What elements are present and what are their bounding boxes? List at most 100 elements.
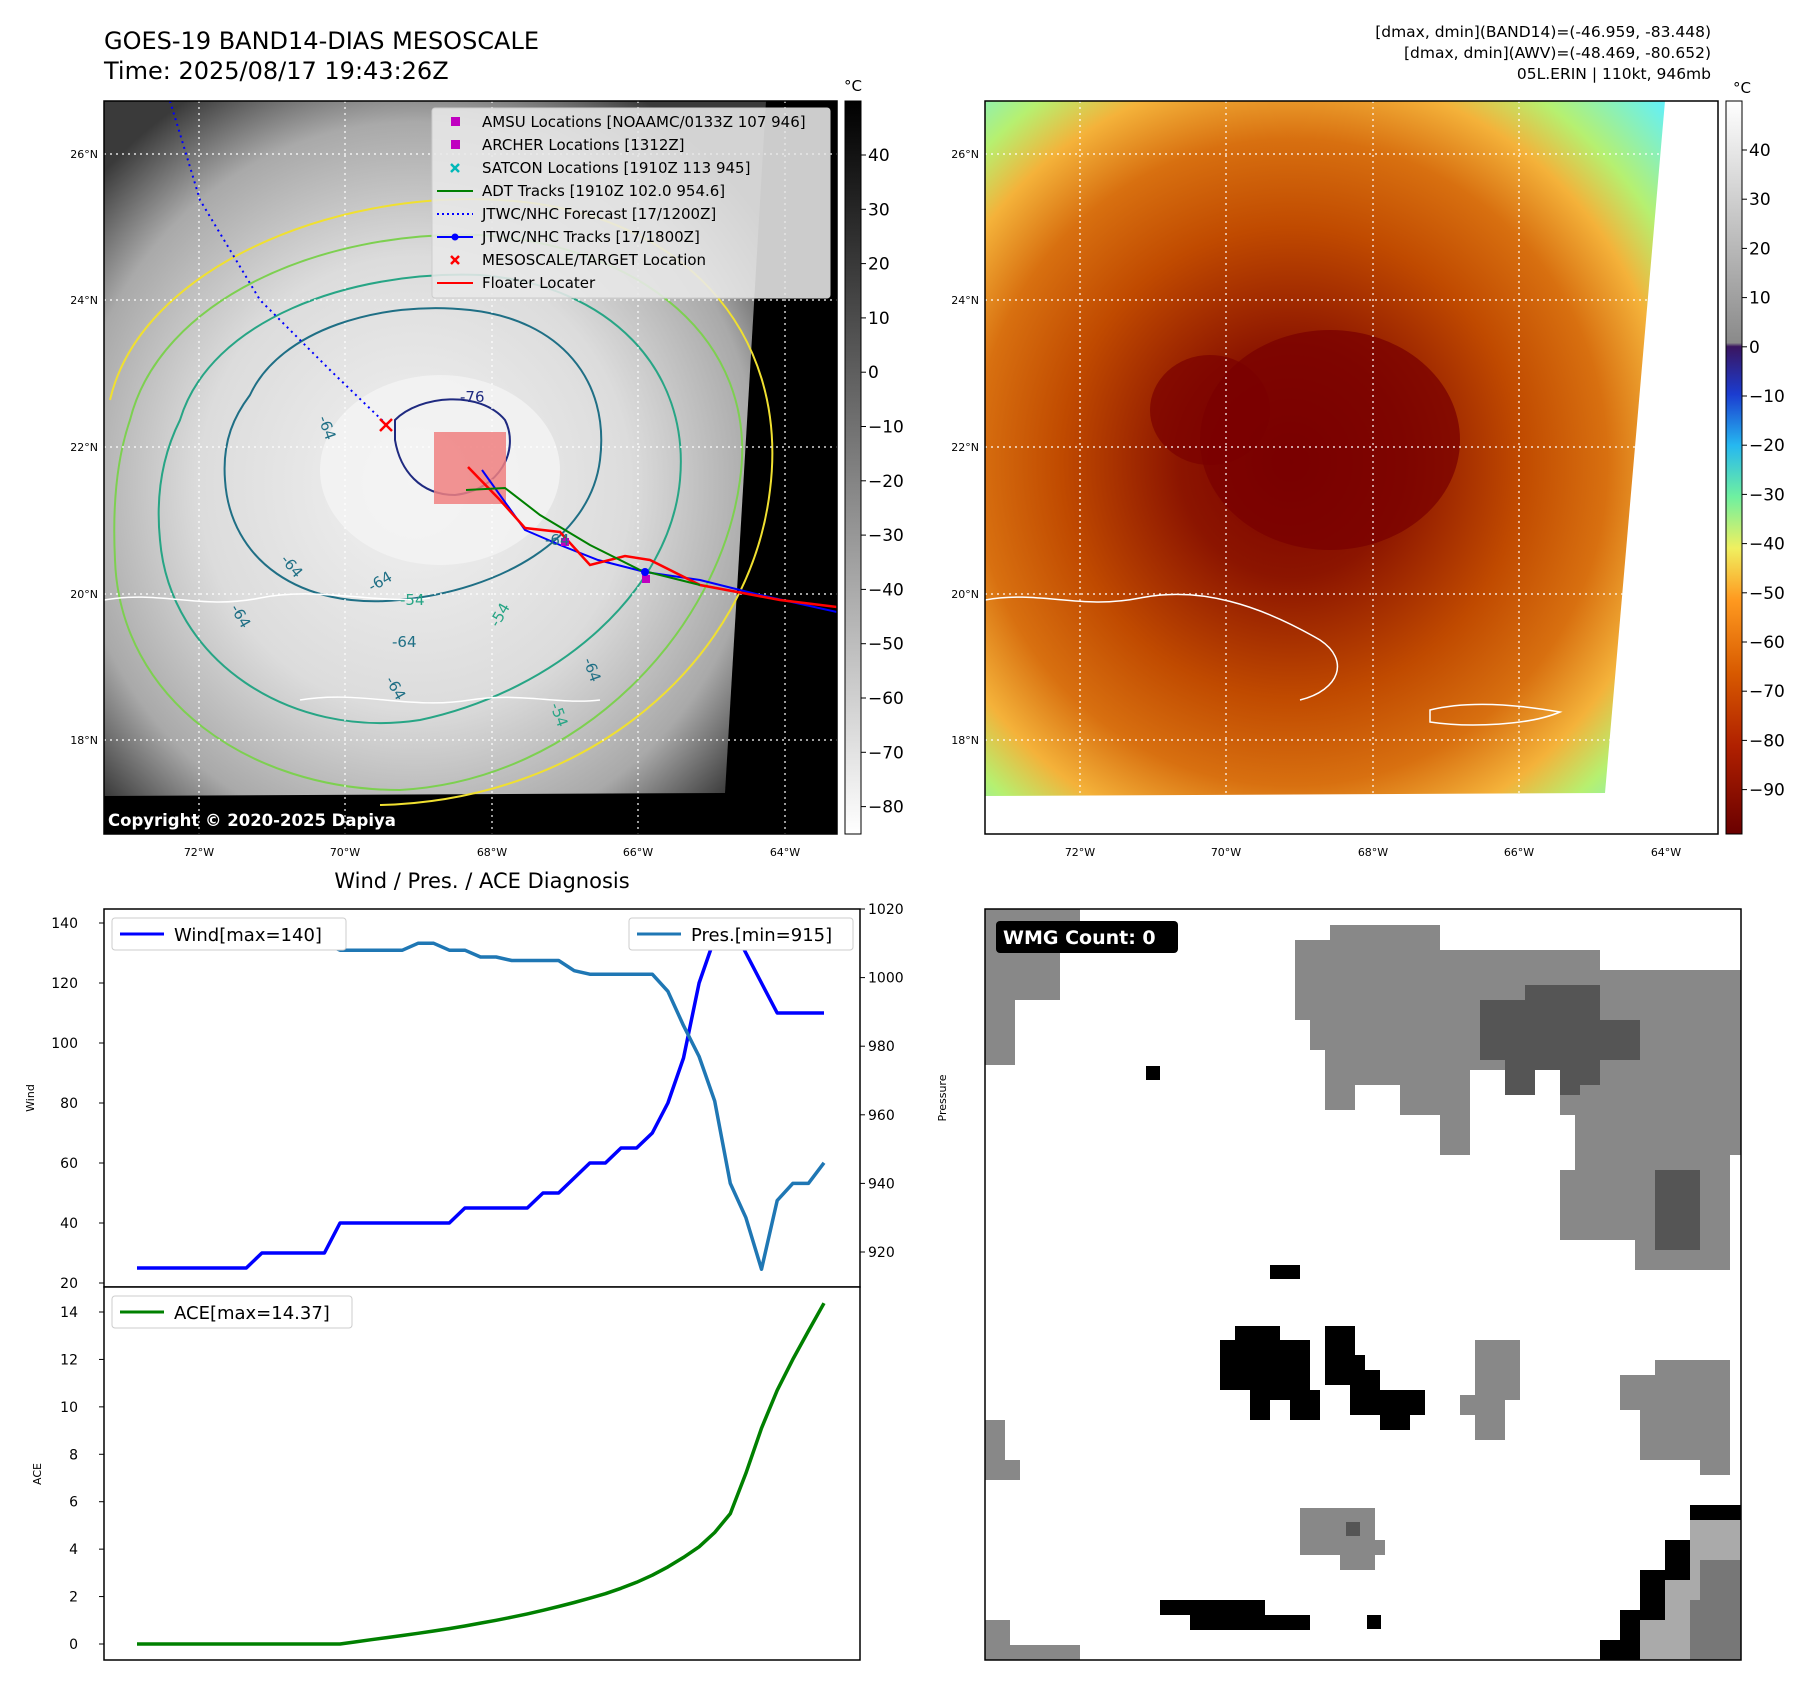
legend-marker-x xyxy=(450,163,460,173)
lon-label: 66°W xyxy=(623,846,653,859)
ace-tick-label: 8 xyxy=(69,1447,78,1463)
stats-block: [dmax, dmin](BAND14)=(-46.959, -83.448) … xyxy=(1375,22,1711,85)
lat-label: 26°N xyxy=(70,148,98,161)
colorbar-tick-label: −40 xyxy=(868,580,904,600)
contour-yellow xyxy=(109,198,774,806)
colorbar-tick-label: −70 xyxy=(868,743,904,763)
ace-tick-label: 10 xyxy=(60,1400,78,1416)
contour-label: -54 xyxy=(400,591,425,609)
wind-tick-label: 120 xyxy=(51,976,78,992)
lon-label: 70°W xyxy=(1211,846,1241,859)
wmg-cell-gray xyxy=(985,1420,1020,1480)
color-colorbar-unit: °C xyxy=(1733,79,1751,97)
archer-marker xyxy=(561,538,569,546)
colorbar-tick-label: 10 xyxy=(1749,289,1771,309)
lon-label: 70°W xyxy=(330,846,360,859)
lon-label: 72°W xyxy=(184,846,214,859)
ace-legend-box xyxy=(111,1295,353,1329)
pressure-tick-label: 1000 xyxy=(868,971,904,987)
colorbar-tick-label: −60 xyxy=(868,689,904,709)
legend-marker-x xyxy=(450,255,460,265)
floater-track xyxy=(467,466,837,609)
pressure-legend-box xyxy=(628,917,854,951)
wind-tick-label: 80 xyxy=(60,1096,78,1112)
pressure-tick-label: 1020 xyxy=(868,902,904,918)
track-point xyxy=(641,568,649,576)
legend-item-label: ARCHER Locations [1312Z] xyxy=(482,136,685,154)
contour-label: -64 xyxy=(392,633,417,651)
wmg-cell-dark xyxy=(1480,985,1640,1095)
ace-tick-label: 12 xyxy=(60,1352,78,1368)
wmg-count-badge xyxy=(996,921,1178,953)
colorbar-tick-label: −50 xyxy=(1749,584,1785,604)
wind-legend-box xyxy=(111,917,347,951)
stats-awv: [dmax, dmin](AWV)=(-48.469, -80.652) xyxy=(1404,44,1711,62)
lat-label: 18°N xyxy=(951,734,979,747)
colorbar-tick-label: 30 xyxy=(868,200,890,220)
coastline-hispaniola-right xyxy=(985,593,1339,701)
wmg-cell-gray xyxy=(1295,925,1741,1270)
map-time: Time: 2025/08/17 19:43:26Z xyxy=(104,57,449,85)
wmg-cell-black xyxy=(1367,1615,1381,1629)
right-lon-labels: 72°W 70°W 68°W 66°W 64°W xyxy=(1065,846,1681,859)
wmg-cell-black xyxy=(1220,1326,1320,1420)
colorbar-tick-label: −30 xyxy=(868,526,904,546)
colorbar-tick-label: −70 xyxy=(1749,682,1785,702)
lat-label: 24°N xyxy=(70,294,98,307)
colorbar-tick-label: 0 xyxy=(1749,338,1760,358)
wmg-cell-gray xyxy=(1300,1508,1385,1570)
pressure-tick-label: 980 xyxy=(868,1039,895,1055)
pressure-legend-label: Pres.[min=915] xyxy=(691,925,832,946)
lon-label: 72°W xyxy=(1065,846,1095,859)
wmg-cells xyxy=(985,909,1741,1660)
wmg-cell-black xyxy=(1146,1066,1160,1080)
ace-tick-label: 2 xyxy=(69,1590,78,1606)
gray-colorbar: °C 40 30 20 10 0 −10 −20 −30 −40 −50 −60 −70 −80 xyxy=(844,77,904,835)
wind-tick-label: 140 xyxy=(51,916,78,932)
wind-tick-label: 40 xyxy=(60,1216,78,1232)
ace-tick-label: 6 xyxy=(69,1495,78,1511)
lat-label: 18°N xyxy=(70,734,98,747)
lat-label: 24°N xyxy=(951,294,979,307)
wmg-cell-gray xyxy=(1460,1340,1520,1440)
wmg-cell-gray xyxy=(985,1620,1080,1660)
map-legend: AMSU Locations [NOAAMC/0133Z 107 946] ARC… xyxy=(431,107,831,299)
colorbar-tick-label: −90 xyxy=(1749,781,1785,801)
lon-label: 66°W xyxy=(1504,846,1534,859)
lat-label: 22°N xyxy=(70,441,98,454)
left-map-frame xyxy=(103,100,838,835)
diagnosis-title: Wind / Pres. / ACE Diagnosis xyxy=(334,869,629,893)
wmg-frame xyxy=(984,908,1742,1661)
lon-label: 64°W xyxy=(770,846,800,859)
legend-item-label: AMSU Locations [NOAAMC/0133Z 107 946] xyxy=(482,113,806,131)
color-colorbar: °C 40 30 20 10 0 −10 −20 −30 −40 −50 −60 −70 −80 −90 xyxy=(1725,79,1785,835)
pressure-tick-label: 940 xyxy=(868,1176,895,1192)
wind-tick-label: 100 xyxy=(51,1036,78,1052)
wind-pressure-chart: 140 120 100 80 60 40 20 1020 1000 980 960 940 920 W… xyxy=(24,902,949,1292)
right-map-gridlines xyxy=(985,101,1718,834)
legend-marker-dot xyxy=(451,233,459,241)
stats-band14: [dmax, dmin](BAND14)=(-46.959, -83.448) xyxy=(1375,23,1711,41)
legend-item-label: JTWC/NHC Forecast [17/1200Z] xyxy=(481,205,716,223)
contour-minus54 xyxy=(157,273,682,725)
storm-core-color xyxy=(1200,330,1460,550)
legend-item-label: Floater Locater xyxy=(482,274,596,292)
wmg-cell-black xyxy=(1160,1600,1310,1630)
map-title: GOES-19 BAND14-DIAS MESOSCALE xyxy=(104,27,540,55)
wmg-cell-dark xyxy=(1690,1560,1741,1660)
copyright: Copyright © 2020-2025 Dapiya xyxy=(108,811,396,830)
pressure-tick-label: 920 xyxy=(868,1245,895,1261)
ir-grayscale-map: Copyright © 2020-2025 Dapiya -76 -64 -64… xyxy=(103,100,838,835)
wmg-cell-gray xyxy=(1620,1360,1730,1475)
legend-item-label: MESOSCALE/TARGET Location xyxy=(482,251,706,269)
colorbar-tick-label: 20 xyxy=(1749,239,1771,259)
wind-tick-label: 60 xyxy=(60,1156,78,1172)
contour-label: -64 xyxy=(545,531,570,549)
legend-marker-square xyxy=(451,140,460,149)
ace-ylabel: ACE xyxy=(31,1463,44,1485)
colorbar-tick-label: 20 xyxy=(868,255,890,275)
colorbar-tick-label: −60 xyxy=(1749,633,1785,653)
wind-legend: Wind[max=140] xyxy=(111,917,347,951)
ace-plot-area xyxy=(103,1286,861,1661)
gray-colorbar-bar xyxy=(844,100,862,835)
